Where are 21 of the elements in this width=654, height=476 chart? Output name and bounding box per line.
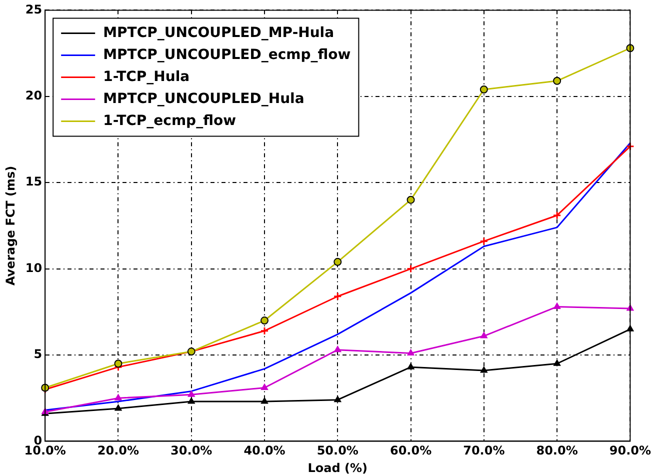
legend-label: 1-TCP_Hula (103, 68, 190, 85)
x-tick-label: 70.0% (463, 444, 505, 458)
y-tick-label: 5 (34, 347, 42, 362)
x-tick-label: 50.0% (316, 444, 358, 458)
y-axis-title: Average FCT (ms) (3, 166, 18, 286)
x-tick-label: 10.0% (24, 444, 66, 458)
y-tick-label: 25 (25, 2, 42, 16)
y-tick-label: 20 (25, 88, 42, 103)
x-tick-label: 90.0% (609, 444, 652, 458)
y-tick-label: 10 (25, 260, 42, 275)
x-tick-label: 30.0% (170, 444, 212, 458)
x-tick-label: 40.0% (244, 444, 286, 458)
legend-label: MPTCP_UNCOUPLED_ecmp_flow (103, 46, 351, 63)
x-tick-label: 20.0% (97, 444, 140, 458)
x-axis-title: Load (%) (308, 460, 368, 475)
x-tick-label: 60.0% (390, 444, 432, 458)
x-tick-label: 80.0% (536, 444, 578, 458)
legend-label: MPTCP_UNCOUPLED_MP-Hula (103, 24, 334, 41)
y-tick-label: 15 (25, 174, 42, 189)
legend-label: 1-TCP_ecmp_flow (103, 112, 236, 129)
legend-label: MPTCP_UNCOUPLED_Hula (103, 90, 304, 107)
